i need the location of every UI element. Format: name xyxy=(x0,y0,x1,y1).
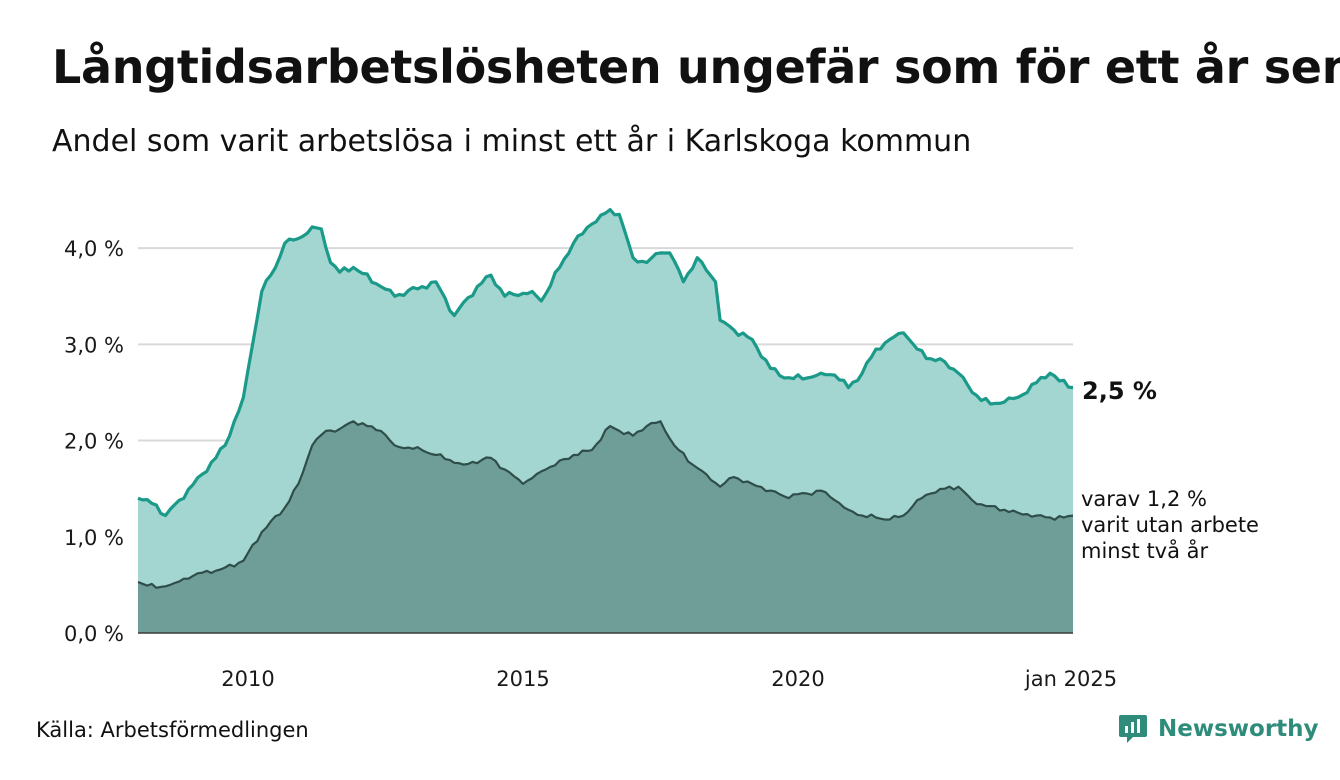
brand-name: Newsworthy xyxy=(1158,716,1319,742)
y-tick-label: 0,0 % xyxy=(64,622,124,646)
x-tick-label: jan 2025 xyxy=(1024,667,1117,691)
chart-subtitle: Andel som varit arbetslösa i minst ett å… xyxy=(52,124,972,159)
x-axis-ticks: 2010 2015 2020 jan 2025 xyxy=(221,667,1117,691)
y-axis-ticks: 0,0 % 1,0 % 2,0 % 3,0 % 4,0 % xyxy=(64,237,124,646)
source-note: Källa: Arbetsförmedlingen xyxy=(36,718,309,742)
brand-logo: Newsworthy xyxy=(1118,713,1319,745)
line-upper-series xyxy=(137,208,1074,518)
y-tick-label: 2,0 % xyxy=(64,430,124,454)
y-tick-label: 1,0 % xyxy=(64,526,124,550)
y-tick-label: 3,0 % xyxy=(64,333,124,357)
end-label-upper: 2,5 % xyxy=(1082,377,1157,405)
y-tick-label: 4,0 % xyxy=(64,237,124,261)
end-label-lower-line: varit utan arbete xyxy=(1081,513,1259,537)
newsworthy-icon xyxy=(1119,715,1147,743)
end-label-lower-line: minst två år xyxy=(1081,538,1209,563)
x-tick-label: 2010 xyxy=(221,667,274,691)
end-label-lower-line: varav 1,2 % xyxy=(1081,487,1207,511)
area-lower-series xyxy=(138,421,1073,633)
chart-title: Långtidsarbetslösheten ungefär som för e… xyxy=(52,40,1340,94)
area-chart: 0,0 % 1,0 % 2,0 % 3,0 % 4,0 % 2010 2015 2020 ja… xyxy=(64,208,1259,691)
x-tick-label: 2015 xyxy=(496,667,549,691)
line-lower-series xyxy=(137,420,1074,589)
x-tick-label: 2020 xyxy=(771,667,824,691)
